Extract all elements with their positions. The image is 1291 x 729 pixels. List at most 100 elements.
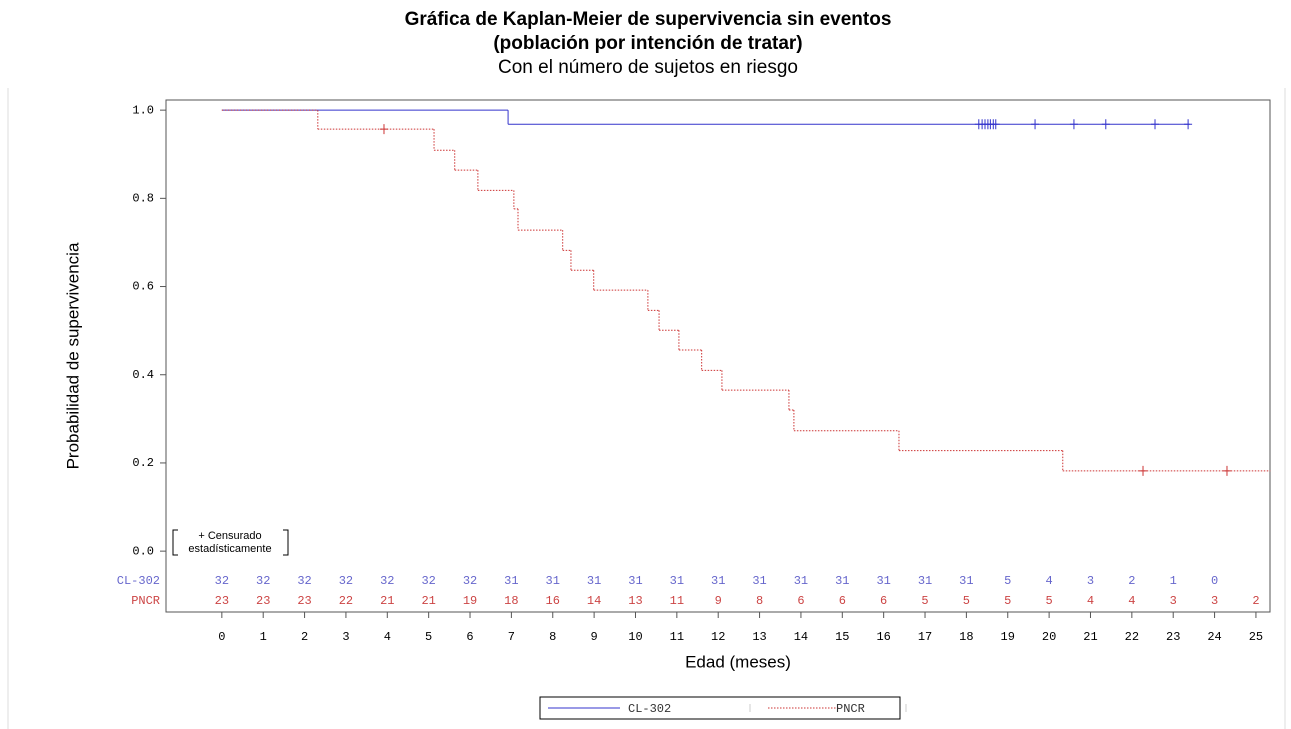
y-tick-label: 1.0 — [132, 103, 154, 117]
x-tick-label: 12 — [711, 630, 725, 644]
y-tick-label: 0.8 — [132, 192, 154, 206]
at-risk-count: 31 — [959, 574, 973, 588]
at-risk-count: 5 — [963, 594, 970, 608]
at-risk-row-label: CL-302 — [117, 574, 160, 588]
at-risk-count: 32 — [421, 574, 435, 588]
at-risk-count: 31 — [546, 574, 560, 588]
censor-mark — [1139, 465, 1148, 476]
at-risk-count: 9 — [715, 594, 722, 608]
at-risk-count: 23 — [215, 594, 229, 608]
at-risk-count: 31 — [711, 574, 725, 588]
at-risk-count: 0 — [1211, 574, 1218, 588]
x-tick-label: 6 — [466, 630, 473, 644]
censor-mark — [1031, 119, 1040, 130]
plot-frame — [165, 99, 1271, 613]
censor-mark — [991, 119, 1000, 130]
at-risk-count: 31 — [835, 574, 849, 588]
at-risk-count: 16 — [546, 594, 560, 608]
at-risk-count: 13 — [628, 594, 642, 608]
x-tick-label: 15 — [835, 630, 849, 644]
chart-subtitle: Con el número de sujetos en riesgo — [498, 57, 798, 78]
censor-mark — [379, 124, 388, 135]
at-risk-count: 14 — [587, 594, 601, 608]
at-risk-count: 6 — [839, 594, 846, 608]
at-risk-count: 6 — [797, 594, 804, 608]
at-risk-count: 31 — [794, 574, 808, 588]
censor-note-text: + Censurado — [198, 530, 261, 542]
x-tick-label: 23 — [1166, 630, 1180, 644]
censor-note: + Censurado estadísticamente — [172, 529, 289, 556]
at-risk-count: 22 — [339, 594, 353, 608]
x-tick-label: 11 — [670, 630, 684, 644]
x-tick-label: 16 — [876, 630, 890, 644]
censor-note-text: estadísticamente — [188, 543, 271, 555]
y-tick-label: 0.6 — [132, 280, 154, 294]
at-risk-count: 5 — [1004, 594, 1011, 608]
x-axis-label: Edad (meses) — [685, 652, 791, 671]
x-tick-label: 8 — [549, 630, 556, 644]
at-risk-count: 31 — [587, 574, 601, 588]
at-risk-count: 4 — [1087, 594, 1094, 608]
chart-title: Gráfica de Kaplan-Meier de supervivencia… — [405, 9, 892, 30]
censor-mark — [1101, 119, 1110, 130]
x-tick-label: 14 — [794, 630, 808, 644]
censor-mark — [1184, 119, 1193, 130]
x-tick-label: 2 — [301, 630, 308, 644]
at-risk-count: 19 — [463, 594, 477, 608]
x-tick-label: 3 — [342, 630, 349, 644]
legend-label: PNCR — [836, 702, 865, 716]
at-risk-count: 31 — [876, 574, 890, 588]
at-risk-count: 4 — [1046, 574, 1053, 588]
censor-mark — [1151, 119, 1160, 130]
x-tick-label: 25 — [1249, 630, 1263, 644]
x-tick-label: 10 — [628, 630, 642, 644]
y-axis-label: Probabilidad de supervivencia — [63, 242, 82, 469]
x-tick-label: 21 — [1083, 630, 1097, 644]
y-tick-label: 0.2 — [132, 456, 154, 470]
censor-mark — [1222, 465, 1231, 476]
at-risk-count: 31 — [752, 574, 766, 588]
at-risk-count: 32 — [297, 574, 311, 588]
x-tick-label: 4 — [384, 630, 391, 644]
at-risk-count: 2 — [1252, 594, 1259, 608]
at-risk-count: 32 — [463, 574, 477, 588]
at-risk-count: 31 — [670, 574, 684, 588]
at-risk-count: 8 — [756, 594, 763, 608]
at-risk-count: 23 — [256, 594, 270, 608]
at-risk-count: 18 — [504, 594, 518, 608]
legend-label: CL-302 — [628, 702, 671, 716]
x-tick-label: 22 — [1125, 630, 1139, 644]
y-tick-label: 0.4 — [132, 368, 154, 382]
x-tick-label: 20 — [1042, 630, 1056, 644]
at-risk-count: 5 — [1004, 574, 1011, 588]
x-tick-label: 13 — [752, 630, 766, 644]
x-tick-label: 19 — [1001, 630, 1015, 644]
at-risk-count: 32 — [380, 574, 394, 588]
x-tick-label: 7 — [508, 630, 515, 644]
at-risk-count: 3 — [1087, 574, 1094, 588]
chart-title: (población por intención de tratar) — [493, 33, 802, 54]
at-risk-count: 21 — [380, 594, 394, 608]
x-tick-label: 18 — [959, 630, 973, 644]
at-risk-count: 1 — [1170, 574, 1177, 588]
at-risk-row-label: PNCR — [131, 594, 160, 608]
at-risk-count: 11 — [670, 594, 684, 608]
x-tick-label: 24 — [1207, 630, 1221, 644]
at-risk-count: 31 — [918, 574, 932, 588]
at-risk-count: 32 — [256, 574, 270, 588]
x-tick-label: 1 — [260, 630, 267, 644]
x-tick-label: 5 — [425, 630, 432, 644]
legend-box — [539, 696, 901, 720]
at-risk-count: 2 — [1128, 574, 1135, 588]
at-risk-count: 5 — [1046, 594, 1053, 608]
at-risk-count: 31 — [504, 574, 518, 588]
at-risk-count: 3 — [1170, 594, 1177, 608]
at-risk-count: 3 — [1211, 594, 1218, 608]
at-risk-count: 5 — [921, 594, 928, 608]
y-tick-label: 0.0 — [132, 544, 154, 558]
at-risk-count: 31 — [628, 574, 642, 588]
at-risk-count: 4 — [1128, 594, 1135, 608]
at-risk-count: 23 — [297, 594, 311, 608]
x-tick-label: 0 — [218, 630, 225, 644]
